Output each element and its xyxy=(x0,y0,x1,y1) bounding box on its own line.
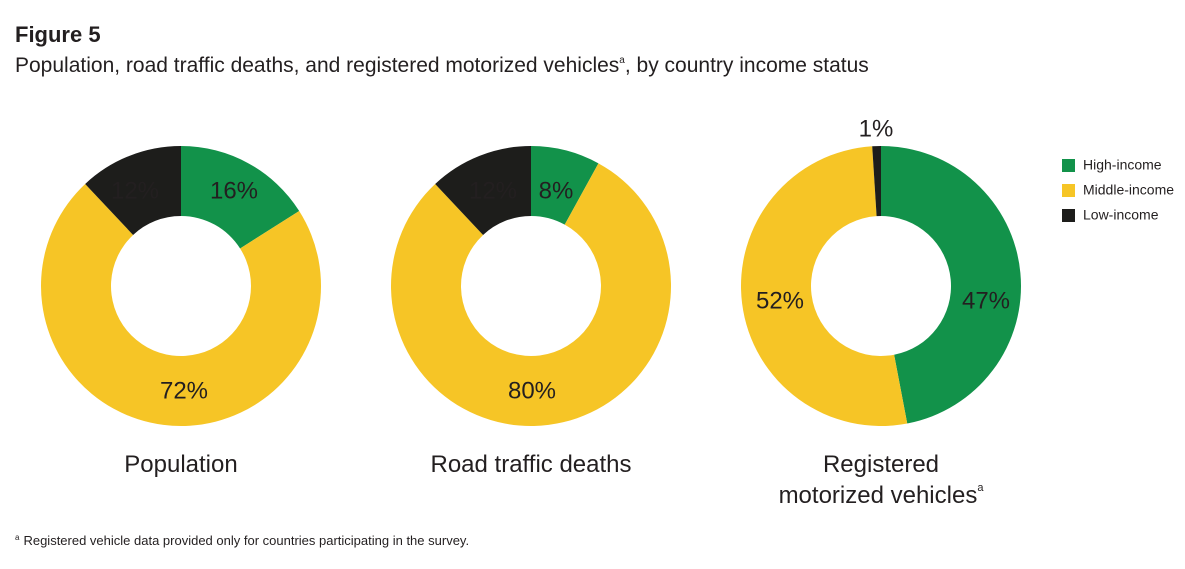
slice-label-middle-income: 52% xyxy=(756,287,804,314)
slice-low-income xyxy=(435,146,531,235)
legend-swatch-middle-income xyxy=(1062,184,1075,197)
slice-label-high-income: 8% xyxy=(539,177,574,204)
slice-middle-income xyxy=(740,146,908,427)
slice-high-income xyxy=(531,146,599,225)
legend-swatch-high-income xyxy=(1062,159,1075,172)
slice-label-low-income: 12% xyxy=(469,177,517,204)
donut-chart-2: 8% 80% 12% Road traffic deaths xyxy=(390,146,671,478)
slice-middle-income xyxy=(390,163,671,426)
legend-swatch-low-income xyxy=(1062,209,1075,222)
chart-caption: Road traffic deaths xyxy=(430,451,631,478)
figure-title: Population, road traffic deaths, and reg… xyxy=(15,54,869,78)
slice-label-low-income: 1% xyxy=(859,115,894,142)
donut-chart-3: 47% 52% 1% Registered motorized vehiclesa xyxy=(740,115,1022,509)
figure-title-superscript: a xyxy=(619,55,625,66)
donut-chart-1: 16% 72% 12% Population xyxy=(40,146,321,478)
slice-label-high-income: 47% xyxy=(962,287,1010,314)
slice-high-income xyxy=(881,146,1022,424)
legend-label-low-income: Low-income xyxy=(1083,207,1159,223)
slice-label-high-income: 16% xyxy=(210,177,258,204)
slice-label-middle-income: 80% xyxy=(508,377,556,404)
legend-label-high-income: High-income xyxy=(1083,157,1162,173)
chart-caption: Population xyxy=(124,451,237,478)
footnote-text: Registered vehicle data provided only fo… xyxy=(23,533,470,548)
slice-label-middle-income: 72% xyxy=(160,377,208,404)
slice-low-income xyxy=(85,146,181,235)
figure-title-text: Population, road traffic deaths, and reg… xyxy=(15,54,620,77)
slice-label-low-income: 12% xyxy=(111,177,159,204)
legend: High-income Middle-income Low-income xyxy=(1062,157,1174,223)
footnote: a Registered vehicle data provided only f… xyxy=(15,533,469,548)
figure-label: Figure 5 xyxy=(15,22,101,47)
chart-caption: Registered xyxy=(823,451,939,478)
figure-title-suffix: , by country income status xyxy=(624,54,869,77)
chart-caption: motorized vehiclesa xyxy=(779,482,985,509)
chart-caption-superscript: a xyxy=(977,482,984,494)
slice-low-income xyxy=(872,146,881,217)
footnote-marker: a xyxy=(15,533,20,542)
slice-middle-income xyxy=(40,183,321,426)
legend-label-middle-income: Middle-income xyxy=(1083,182,1174,198)
slice-high-income xyxy=(181,146,300,249)
